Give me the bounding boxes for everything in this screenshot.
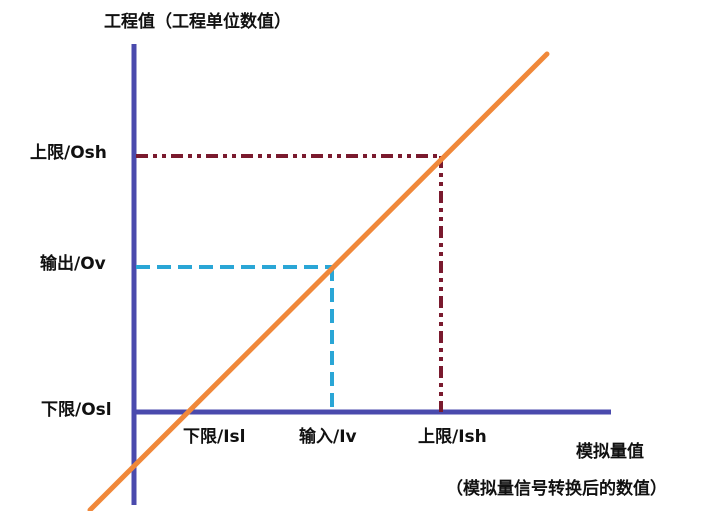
scaling-line <box>87 51 550 511</box>
y-label-output: 输出/Ov <box>40 254 106 274</box>
y-label-upper: 上限/Osh <box>30 143 107 163</box>
y-label-lower: 下限/Osl <box>41 400 112 420</box>
x-label-lower: 下限/Isl <box>183 427 246 447</box>
x-label-upper: 上限/Ish <box>418 427 487 447</box>
x-axis-subtitle: （模拟量信号转换后的数值） <box>446 479 667 499</box>
y-axis-title: 工程值（工程单位数值） <box>104 12 291 32</box>
x-axis-title: 模拟量值 <box>576 442 644 462</box>
x-label-input: 输入/Iv <box>299 427 357 447</box>
